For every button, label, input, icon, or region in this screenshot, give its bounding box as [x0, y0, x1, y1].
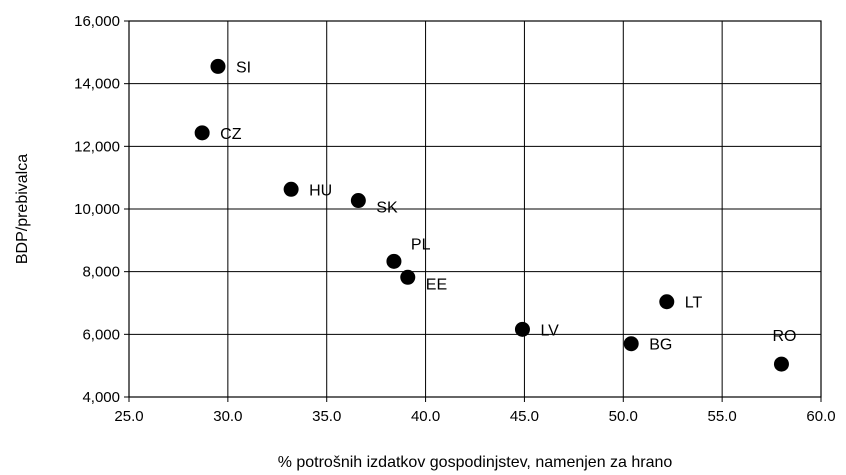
data-points: SI CZ HU SK PL EE LV BG LT RO	[194, 58, 796, 372]
point-label-cz: CZ	[220, 126, 242, 143]
point-label-si: SI	[236, 59, 251, 76]
y-axis: 4,000 6,000 8,000 10,000 12,000 14,000 16,000	[74, 13, 129, 406]
data-point-pl	[386, 253, 402, 269]
y-tick-label: 8,000	[82, 264, 120, 281]
y-axis-title: BDP/prebivalca	[14, 154, 31, 264]
x-tick-label: 55.0	[708, 408, 737, 425]
y-tick-label: 16,000	[74, 13, 120, 30]
x-tick-label: 35.0	[312, 408, 341, 425]
point-label-ee: EE	[426, 276, 447, 293]
y-tick-label: 14,000	[74, 76, 120, 93]
data-point-lt	[659, 294, 675, 310]
point-label-pl: PL	[411, 236, 431, 253]
data-point-hu	[283, 181, 299, 197]
x-tick-label: 40.0	[411, 408, 440, 425]
x-axis-title: % potrošnih izdatkov gospodinjstev, name…	[278, 454, 673, 471]
x-axis: 25.0 30.0 35.0 40.0 45.0 50.0 55.0 60.0	[114, 397, 836, 425]
x-tick-label: 60.0	[806, 408, 835, 425]
y-tick-label: 6,000	[82, 326, 120, 343]
x-tick-label: 50.0	[609, 408, 638, 425]
point-label-hu: HU	[309, 182, 332, 199]
data-point-ro	[773, 356, 789, 372]
data-point-sk	[350, 193, 366, 209]
data-point-ee	[400, 269, 416, 285]
x-tick-label: 25.0	[114, 408, 143, 425]
point-label-ro: RO	[772, 328, 796, 345]
data-point-bg	[623, 336, 639, 352]
point-label-sk: SK	[376, 200, 398, 217]
x-tick-label: 30.0	[213, 408, 242, 425]
gridlines	[128, 20, 822, 398]
point-label-lt: LT	[685, 295, 703, 312]
data-point-cz	[194, 125, 210, 141]
y-tick-label: 12,000	[74, 138, 120, 155]
x-tick-label: 45.0	[510, 408, 539, 425]
point-label-lv: LV	[540, 322, 559, 339]
data-point-si	[210, 58, 226, 74]
point-label-bg: BG	[649, 337, 672, 354]
y-tick-label: 4,000	[82, 389, 120, 406]
y-tick-label: 10,000	[74, 201, 120, 218]
data-point-lv	[514, 321, 530, 337]
